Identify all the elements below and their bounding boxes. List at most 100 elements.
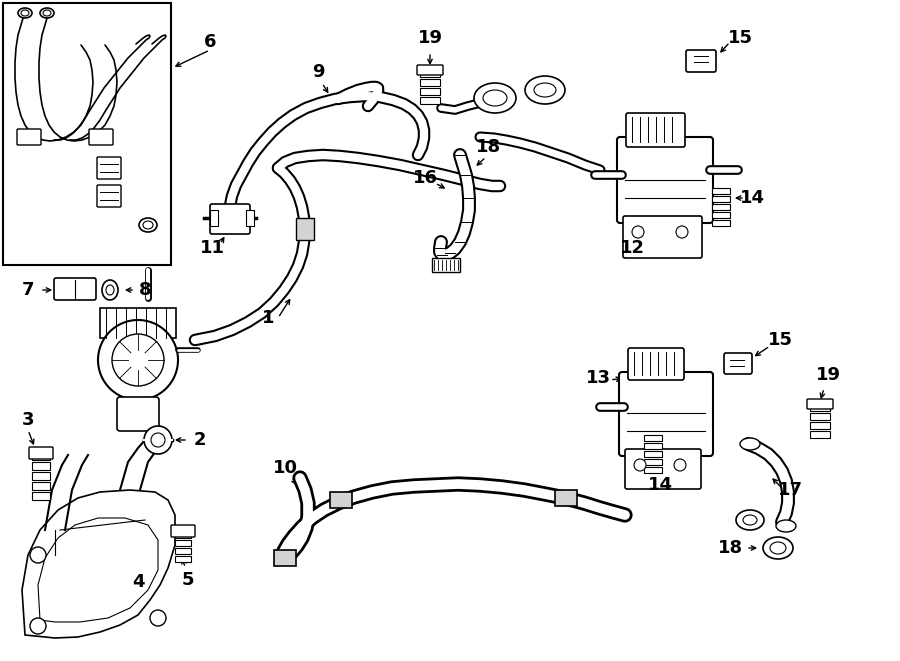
Bar (32, 472, 50, 480)
Text: 1: 1 (262, 309, 274, 327)
Bar (810, 413, 830, 420)
Polygon shape (38, 518, 158, 622)
FancyBboxPatch shape (97, 185, 121, 207)
FancyBboxPatch shape (17, 129, 41, 145)
Bar (420, 70, 440, 77)
Bar (175, 532, 191, 538)
Bar (32, 452, 50, 460)
FancyBboxPatch shape (625, 449, 701, 489)
Polygon shape (22, 490, 175, 638)
Ellipse shape (770, 542, 786, 554)
FancyBboxPatch shape (619, 372, 713, 456)
FancyBboxPatch shape (117, 397, 159, 431)
Bar (810, 422, 830, 429)
Ellipse shape (43, 10, 51, 16)
Circle shape (674, 459, 686, 471)
Ellipse shape (740, 438, 760, 450)
FancyBboxPatch shape (628, 348, 684, 380)
Circle shape (151, 433, 165, 447)
Bar (644, 443, 662, 449)
Bar (712, 204, 730, 210)
FancyBboxPatch shape (54, 278, 96, 300)
Ellipse shape (776, 520, 796, 532)
Text: 4: 4 (131, 573, 144, 591)
FancyBboxPatch shape (807, 399, 833, 409)
Bar (712, 220, 730, 226)
Circle shape (112, 334, 164, 386)
FancyBboxPatch shape (724, 353, 752, 374)
Ellipse shape (736, 510, 764, 530)
Text: 7: 7 (22, 281, 34, 299)
Text: 5: 5 (182, 571, 194, 589)
FancyBboxPatch shape (626, 113, 685, 147)
FancyBboxPatch shape (210, 204, 250, 234)
FancyBboxPatch shape (417, 65, 443, 75)
Circle shape (30, 547, 46, 563)
Ellipse shape (21, 10, 29, 16)
Ellipse shape (102, 280, 118, 300)
Bar (100, 308, 176, 338)
Text: 11: 11 (200, 239, 224, 257)
Text: 12: 12 (619, 239, 644, 257)
Text: 14: 14 (740, 189, 764, 207)
Bar (420, 97, 440, 104)
Text: 8: 8 (139, 281, 151, 299)
Bar (555, 490, 577, 506)
Bar (32, 462, 50, 470)
Ellipse shape (534, 83, 556, 97)
Text: 19: 19 (815, 366, 841, 384)
Text: 15: 15 (768, 331, 793, 349)
Bar (296, 218, 314, 240)
Text: 17: 17 (778, 481, 803, 499)
Ellipse shape (40, 8, 54, 18)
FancyBboxPatch shape (89, 129, 113, 145)
Bar (32, 482, 50, 490)
Bar (420, 79, 440, 86)
Bar (420, 88, 440, 95)
Bar (644, 467, 662, 473)
Ellipse shape (763, 537, 793, 559)
Bar (175, 548, 191, 554)
Text: 13: 13 (586, 369, 610, 387)
Ellipse shape (106, 285, 114, 295)
Bar (210, 210, 218, 226)
Bar (32, 492, 50, 500)
FancyBboxPatch shape (29, 447, 53, 459)
Bar (712, 188, 730, 194)
Bar (274, 550, 296, 566)
FancyBboxPatch shape (171, 525, 195, 537)
Circle shape (676, 226, 688, 238)
FancyBboxPatch shape (617, 137, 713, 223)
Bar (712, 196, 730, 202)
Text: 9: 9 (311, 63, 324, 81)
Text: 6: 6 (203, 33, 216, 51)
Bar (712, 212, 730, 218)
Text: 18: 18 (717, 539, 742, 557)
Bar (432, 258, 460, 272)
FancyBboxPatch shape (686, 50, 716, 72)
Ellipse shape (18, 8, 32, 18)
Ellipse shape (483, 90, 507, 106)
Bar (3, 3, 171, 265)
Bar (330, 492, 352, 508)
Text: 3: 3 (22, 411, 34, 429)
Bar (644, 459, 662, 465)
Ellipse shape (525, 76, 565, 104)
Circle shape (30, 618, 46, 634)
Text: 18: 18 (475, 138, 500, 156)
Bar (246, 210, 254, 226)
Text: 19: 19 (418, 29, 443, 47)
Ellipse shape (743, 515, 757, 525)
Bar (644, 435, 662, 441)
Text: 15: 15 (727, 29, 752, 47)
Ellipse shape (474, 83, 516, 113)
Circle shape (144, 426, 172, 454)
Circle shape (150, 610, 166, 626)
Text: 14: 14 (647, 476, 672, 494)
FancyBboxPatch shape (97, 157, 121, 179)
Circle shape (634, 459, 646, 471)
Ellipse shape (139, 218, 157, 232)
Bar (175, 556, 191, 562)
Bar (810, 404, 830, 411)
Circle shape (632, 226, 644, 238)
